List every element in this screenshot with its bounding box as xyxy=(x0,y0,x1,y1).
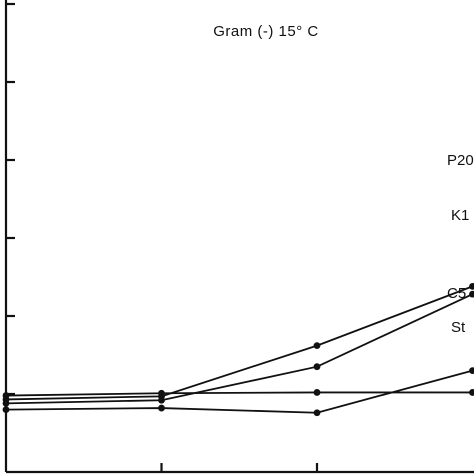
series-lines xyxy=(5,285,473,414)
series-line-k1 xyxy=(5,293,473,405)
point-k1-2 xyxy=(313,363,321,371)
series-labels: P20 K1 C5 St xyxy=(447,152,474,336)
series-label-k1: K1 xyxy=(451,207,469,224)
point-st-3 xyxy=(469,389,474,396)
point-st-0 xyxy=(2,392,10,399)
series-label-c5: C5 xyxy=(447,285,466,302)
point-c5-3 xyxy=(469,367,474,374)
series-line-st xyxy=(5,391,473,397)
point-p20-2 xyxy=(313,342,321,350)
series-line-p20 xyxy=(5,285,473,401)
point-k1-3 xyxy=(469,290,474,298)
point-p20-3 xyxy=(469,282,474,290)
point-c5-2 xyxy=(313,409,321,417)
series-label-st: St xyxy=(451,319,466,336)
point-k1-0 xyxy=(2,399,10,407)
point-c5-0 xyxy=(2,406,10,413)
series-markers xyxy=(2,282,474,417)
point-k1-1 xyxy=(158,396,165,404)
point-st-1 xyxy=(158,389,165,397)
point-st-2 xyxy=(313,389,321,396)
point-c5-1 xyxy=(158,404,165,412)
series-label-p20: P20 xyxy=(447,152,474,169)
chart-title: Gram (-) 15° C xyxy=(213,23,319,40)
